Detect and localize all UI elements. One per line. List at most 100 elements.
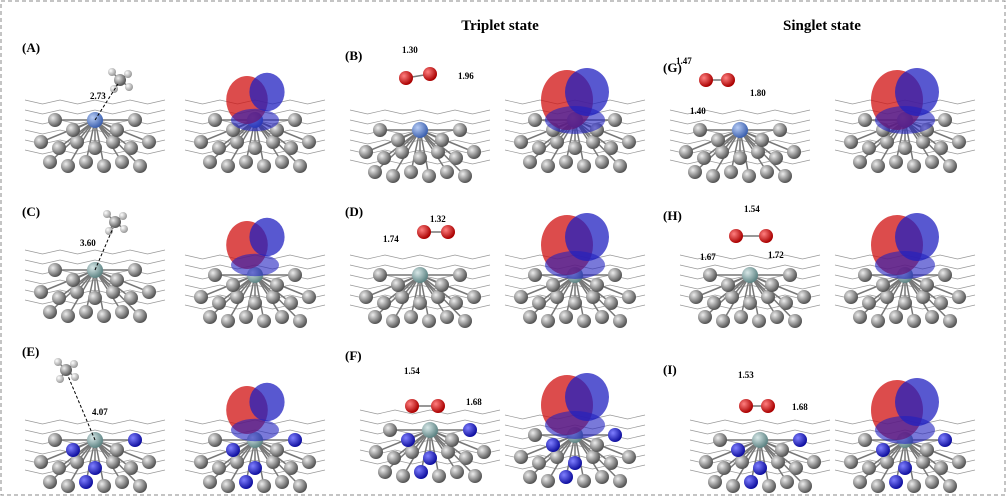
atom (762, 479, 776, 493)
header: Triplet state (461, 18, 539, 34)
atom (257, 159, 271, 173)
atom (79, 475, 93, 489)
atom (550, 135, 564, 149)
atom (586, 290, 600, 304)
atom (458, 314, 472, 328)
atom (559, 470, 573, 484)
atom (761, 290, 775, 304)
atom (449, 296, 463, 310)
atom (70, 285, 84, 299)
lattice (350, 255, 490, 259)
atom (212, 296, 226, 310)
orbital (231, 419, 279, 441)
atom (759, 229, 773, 243)
atom (125, 83, 133, 91)
atom (377, 151, 391, 165)
atom (613, 314, 627, 328)
atom (97, 159, 111, 173)
orbital (875, 416, 935, 444)
atom (514, 450, 528, 464)
atom (729, 229, 743, 243)
atom (203, 310, 217, 324)
atom (550, 450, 564, 464)
atom (257, 314, 271, 328)
atom (952, 135, 966, 149)
atom (604, 141, 618, 155)
atom (550, 290, 564, 304)
atom (952, 455, 966, 469)
atom (467, 290, 481, 304)
atom (386, 169, 400, 183)
distance: 1.68 (792, 402, 808, 412)
atom (417, 225, 431, 239)
atom (907, 314, 921, 328)
atom (377, 296, 391, 310)
atom (568, 456, 582, 470)
atom (798, 479, 812, 493)
atom (595, 470, 609, 484)
atom (459, 451, 473, 465)
atom (725, 290, 739, 304)
atom (751, 145, 765, 159)
atom (559, 310, 573, 324)
atom (413, 151, 427, 165)
atom (128, 113, 142, 127)
figure-border (1, 1, 1005, 495)
artwork (25, 67, 975, 493)
atom (368, 165, 382, 179)
atom (109, 216, 121, 228)
atom (203, 475, 217, 489)
atom (858, 113, 872, 127)
atom (115, 475, 129, 489)
atom (853, 475, 867, 489)
atom (395, 145, 409, 159)
atom (853, 155, 867, 169)
atom (752, 432, 768, 448)
atom (48, 263, 62, 277)
atom (708, 475, 722, 489)
atom (934, 141, 948, 155)
atom (586, 450, 600, 464)
atom (735, 455, 749, 469)
atom (920, 443, 934, 457)
atom (230, 290, 244, 304)
atom (858, 433, 872, 447)
atom (608, 428, 622, 442)
atom (707, 296, 721, 310)
atom (689, 290, 703, 304)
atom (853, 310, 867, 324)
atom (391, 278, 405, 292)
orbital (545, 251, 605, 279)
atom (34, 285, 48, 299)
panel-label: (D) (345, 204, 363, 219)
distance: 1.32 (430, 214, 446, 224)
atom (373, 123, 387, 137)
orbital (249, 218, 284, 256)
atom (284, 141, 298, 155)
atom (450, 465, 464, 479)
atom (288, 113, 302, 127)
atom (124, 70, 132, 78)
atom (876, 443, 890, 457)
atom (293, 479, 307, 493)
atom (528, 113, 542, 127)
atom (61, 309, 75, 323)
atom (532, 456, 546, 470)
atom (608, 268, 622, 282)
atom (775, 443, 789, 457)
atom (844, 135, 858, 149)
atom (422, 422, 438, 438)
distance: 1.67 (700, 252, 716, 262)
distance: 4.07 (92, 407, 108, 417)
atom (61, 479, 75, 493)
atom (266, 290, 280, 304)
atom (858, 268, 872, 282)
atom (423, 67, 437, 81)
atom (208, 433, 222, 447)
atom (266, 135, 280, 149)
atom (889, 310, 903, 324)
atom (194, 290, 208, 304)
atom (546, 278, 560, 292)
atom (732, 122, 748, 138)
atom (413, 296, 427, 310)
